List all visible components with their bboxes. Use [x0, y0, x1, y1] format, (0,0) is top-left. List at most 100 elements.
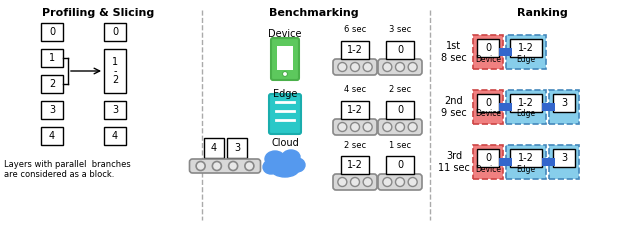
Text: 3: 3	[49, 105, 55, 115]
FancyBboxPatch shape	[271, 38, 299, 80]
Text: 6 sec: 6 sec	[344, 25, 366, 35]
Bar	[542, 103, 555, 111]
Bar	[506, 35, 546, 69]
Text: 0: 0	[397, 160, 403, 170]
Text: 1-2: 1-2	[518, 43, 534, 53]
Bar	[41, 23, 63, 41]
Bar	[549, 145, 579, 179]
Text: Edge: Edge	[273, 89, 297, 99]
Text: 1-2: 1-2	[347, 160, 363, 170]
Ellipse shape	[289, 158, 305, 172]
Text: 3: 3	[561, 153, 567, 163]
Text: 0: 0	[485, 98, 491, 108]
Bar	[473, 90, 503, 124]
Text: 3: 3	[234, 143, 240, 153]
Circle shape	[282, 72, 287, 76]
FancyBboxPatch shape	[269, 94, 301, 134]
Text: 0: 0	[397, 105, 403, 115]
Bar	[41, 75, 63, 93]
Bar	[553, 149, 575, 167]
Bar	[477, 149, 499, 167]
FancyBboxPatch shape	[333, 119, 377, 135]
Text: 0: 0	[397, 45, 403, 55]
Text: 0: 0	[485, 153, 491, 163]
Text: 1st
8 sec: 1st 8 sec	[441, 41, 467, 63]
Text: Device: Device	[475, 54, 501, 64]
Bar	[386, 156, 414, 174]
Text: Device: Device	[268, 29, 301, 39]
Ellipse shape	[271, 161, 299, 177]
Text: 1 sec: 1 sec	[389, 141, 411, 150]
Text: 0: 0	[49, 27, 55, 37]
Circle shape	[338, 62, 347, 72]
FancyBboxPatch shape	[333, 59, 377, 75]
Text: 1-2: 1-2	[347, 105, 363, 115]
Ellipse shape	[265, 151, 285, 167]
Text: Device: Device	[475, 109, 501, 118]
Text: 1: 1	[49, 53, 55, 63]
Bar	[341, 41, 369, 59]
Bar	[499, 48, 512, 56]
Text: Cloud: Cloud	[271, 138, 299, 148]
Bar	[41, 101, 63, 119]
FancyBboxPatch shape	[189, 159, 260, 173]
Circle shape	[396, 123, 404, 131]
FancyBboxPatch shape	[333, 174, 377, 190]
Text: 3rd
11 sec: 3rd 11 sec	[438, 151, 470, 173]
Text: Device: Device	[475, 165, 501, 173]
Text: Edge: Edge	[516, 165, 536, 173]
Bar	[549, 90, 579, 124]
Bar	[341, 156, 369, 174]
Bar	[104, 49, 126, 93]
Bar	[510, 39, 542, 57]
Text: Edge: Edge	[516, 109, 536, 118]
Text: 0: 0	[112, 27, 118, 37]
Bar	[41, 49, 63, 67]
Bar	[104, 101, 126, 119]
Bar	[104, 23, 126, 41]
Circle shape	[245, 161, 254, 170]
Text: 3: 3	[112, 105, 118, 115]
Text: 1-2: 1-2	[347, 45, 363, 55]
Bar	[473, 145, 503, 179]
Text: 4 sec: 4 sec	[344, 86, 366, 94]
Bar	[473, 35, 503, 69]
Text: 2nd
9 sec: 2nd 9 sec	[441, 96, 467, 118]
Bar	[41, 127, 63, 145]
Circle shape	[351, 178, 360, 187]
Text: 1
-
2: 1 - 2	[112, 57, 118, 85]
Text: 2 sec: 2 sec	[344, 141, 366, 150]
Bar	[510, 94, 542, 112]
Text: 4: 4	[112, 131, 118, 141]
Circle shape	[396, 178, 404, 187]
Text: 1-2: 1-2	[518, 153, 534, 163]
Text: Ranking: Ranking	[516, 8, 568, 18]
FancyBboxPatch shape	[378, 59, 422, 75]
Bar	[341, 101, 369, 119]
Ellipse shape	[282, 150, 300, 164]
Text: 2: 2	[49, 79, 55, 89]
Text: Layers with parallel  branches
are considered as a block.: Layers with parallel branches are consid…	[4, 160, 131, 179]
Circle shape	[228, 161, 237, 170]
Circle shape	[363, 62, 372, 72]
Circle shape	[338, 178, 347, 187]
Circle shape	[338, 123, 347, 131]
Text: 2 sec: 2 sec	[389, 86, 411, 94]
Bar	[477, 94, 499, 112]
Text: 4: 4	[211, 143, 217, 153]
Bar	[499, 158, 512, 166]
Circle shape	[396, 62, 404, 72]
Bar	[204, 138, 224, 158]
Bar	[510, 149, 542, 167]
Text: 3: 3	[561, 98, 567, 108]
Bar	[499, 103, 512, 111]
Bar	[277, 46, 293, 70]
Circle shape	[408, 178, 417, 187]
Circle shape	[363, 123, 372, 131]
Circle shape	[408, 123, 417, 131]
Bar	[104, 127, 126, 145]
Circle shape	[408, 62, 417, 72]
Text: Benchmarking: Benchmarking	[269, 8, 359, 18]
Text: 3 sec: 3 sec	[389, 25, 411, 35]
Circle shape	[351, 62, 360, 72]
